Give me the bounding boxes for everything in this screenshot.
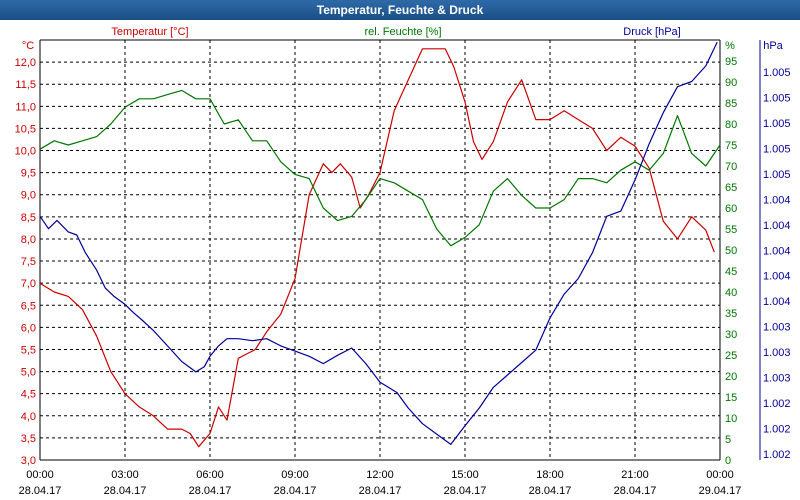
x-tick-time: 03:00 xyxy=(111,469,139,481)
humidity-tick-label: 45 xyxy=(725,266,737,278)
x-tick-time: 00:00 xyxy=(706,469,734,481)
temperature-tick-label: 4,5 xyxy=(21,389,36,401)
humidity-tick-label: 30 xyxy=(725,329,737,341)
time-axis-ticks: 00:00 28.04.17 03:00 28.04.17 06:00 28.04.17 0… xyxy=(19,469,742,497)
pressure-tick-label: 1.004 xyxy=(763,220,791,232)
temperature-tick-label: 8,0 xyxy=(21,234,36,246)
temperature-tick-label: 9,0 xyxy=(21,190,36,202)
humidity-tick-label: 75 xyxy=(725,140,737,152)
line-chart: 3,0 3,5 4,0 4,5 5,0 5,5 6,0 6,5 7,0 7,5 8,0 8,5 9,0 9… xyxy=(15,26,791,497)
pressure-series-line xyxy=(39,41,718,445)
pressure-tick-label: 1.002 xyxy=(763,449,791,461)
temperature-tick-label: 7,5 xyxy=(21,256,36,268)
pressure-tick-label: 1.005 xyxy=(763,118,791,130)
humidity-tick-label: 35 xyxy=(725,308,737,320)
humidity-series-line xyxy=(39,89,721,247)
temperature-axis-label: Temperatur [°C] xyxy=(111,26,188,38)
pressure-axis-ticks: 1.002 1.002 1.002 1.003 1.003 1.003 1.004 1.004… xyxy=(763,67,791,461)
humidity-tick-label: 5 xyxy=(725,434,731,446)
pressure-tick-label: 1.002 xyxy=(763,424,791,436)
pressure-tick-label: 1.004 xyxy=(763,271,791,283)
pressure-tick-label: 1.003 xyxy=(763,347,791,359)
humidity-axis-label: rel. Feuchte [%] xyxy=(364,26,441,38)
pressure-axis-label: Druck [hPa] xyxy=(623,26,680,38)
x-tick-date: 28.04.17 xyxy=(614,485,657,497)
humidity-tick-label: 40 xyxy=(725,287,737,299)
x-tick-time: 09:00 xyxy=(281,469,309,481)
temperature-tick-label: 5,0 xyxy=(21,367,36,379)
humidity-tick-label: 80 xyxy=(725,119,737,131)
humidity-axis-ticks: 0 5 10 15 20 25 30 35 40 45 50 55 60 65 70 75 80 85 90 95 xyxy=(725,56,737,467)
humidity-tick-label: 50 xyxy=(725,245,737,257)
temperature-series-line xyxy=(39,48,715,448)
window-title: Temperatur, Feuchte & Druck xyxy=(0,0,800,20)
humidity-tick-label: 95 xyxy=(725,56,737,68)
pressure-tick-label: 1.004 xyxy=(763,245,791,257)
data-series xyxy=(39,41,721,448)
x-tick-time: 06:00 xyxy=(196,469,224,481)
humidity-tick-label: 60 xyxy=(725,203,737,215)
x-tick-date: 28.04.17 xyxy=(359,485,402,497)
pressure-tick-label: 1.005 xyxy=(763,143,791,155)
temperature-tick-label: 10,0 xyxy=(15,146,36,158)
x-tick-time: 15:00 xyxy=(451,469,479,481)
pressure-tick-label: 1.005 xyxy=(763,67,791,79)
temperature-tick-label: 10,5 xyxy=(15,123,36,135)
x-tick-date: 28.04.17 xyxy=(444,485,487,497)
pressure-tick-label: 1.004 xyxy=(763,296,791,308)
humidity-tick-label: 70 xyxy=(725,161,737,173)
x-tick-date: 28.04.17 xyxy=(274,485,317,497)
humidity-tick-label: 85 xyxy=(725,98,737,110)
pressure-unit: hPa xyxy=(763,40,783,52)
pressure-tick-label: 1.002 xyxy=(763,398,791,410)
humidity-tick-label: 90 xyxy=(725,77,737,89)
humidity-tick-label: 15 xyxy=(725,392,737,404)
temperature-tick-label: 12,0 xyxy=(15,57,36,69)
grid-lines xyxy=(40,40,720,461)
x-tick-date: 28.04.17 xyxy=(529,485,572,497)
x-tick-time: 21:00 xyxy=(621,469,649,481)
temperature-unit: °C xyxy=(22,40,34,52)
humidity-tick-label: 55 xyxy=(725,224,737,236)
temperature-tick-label: 7,0 xyxy=(21,278,36,290)
pressure-tick-label: 1.003 xyxy=(763,373,791,385)
humidity-tick-label: 20 xyxy=(725,371,737,383)
x-tick-date: 28.04.17 xyxy=(19,485,62,497)
temperature-tick-label: 9,5 xyxy=(21,168,36,180)
temperature-tick-label: 11,0 xyxy=(15,101,36,113)
temperature-axis-ticks: 3,0 3,5 4,0 4,5 5,0 5,5 6,0 6,5 7,0 7,5 8,0 8,5 9,0 9… xyxy=(15,57,36,467)
pressure-tick-label: 1.005 xyxy=(763,169,791,181)
humidity-tick-label: 65 xyxy=(725,182,737,194)
x-tick-date: 28.04.17 xyxy=(189,485,232,497)
temperature-tick-label: 8,5 xyxy=(21,212,36,224)
temperature-tick-label: 6,0 xyxy=(21,322,36,334)
temperature-tick-label: 4,0 xyxy=(21,411,36,423)
chart-axes xyxy=(39,39,761,461)
temperature-tick-label: 11,5 xyxy=(15,79,36,91)
temperature-tick-label: 3,0 xyxy=(21,455,36,467)
pressure-tick-label: 1.005 xyxy=(763,92,791,104)
x-tick-time: 12:00 xyxy=(366,469,394,481)
humidity-tick-label: 10 xyxy=(725,413,737,425)
temperature-tick-label: 5,5 xyxy=(21,344,36,356)
temperature-tick-label: 3,5 xyxy=(21,433,36,445)
x-tick-time: 00:00 xyxy=(26,469,54,481)
x-tick-time: 18:00 xyxy=(536,469,564,481)
x-tick-date: 28.04.17 xyxy=(104,485,147,497)
humidity-tick-label: 0 xyxy=(725,455,731,467)
humidity-tick-label: 25 xyxy=(725,350,737,362)
pressure-tick-label: 1.003 xyxy=(763,322,791,334)
x-tick-date: 29.04.17 xyxy=(699,485,742,497)
temperature-tick-label: 6,5 xyxy=(21,300,36,312)
humidity-unit: % xyxy=(725,40,735,52)
pressure-tick-label: 1.004 xyxy=(763,194,791,206)
